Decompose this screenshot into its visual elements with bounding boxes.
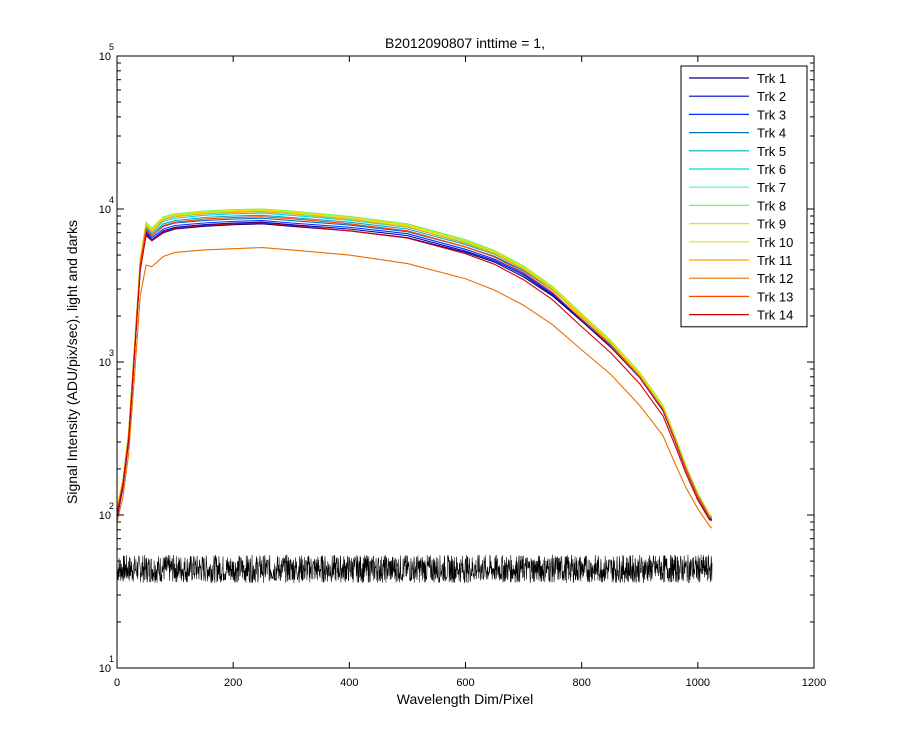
plot-clip-group xyxy=(117,208,713,584)
legend: Trk 1 Trk 2 Trk 3 Trk 4 Trk 5 Trk 6 Trk 7 Trk 8… xyxy=(680,65,808,328)
y-tick-exponent: 4 xyxy=(109,195,114,205)
legend-label: Trk 6 xyxy=(757,162,786,177)
legend-label: Trk 3 xyxy=(757,107,786,122)
y-axis-label: Signal Intensity (ADU/pix/sec), light an… xyxy=(64,220,80,504)
y-tick-label: 10 xyxy=(99,51,111,63)
legend-label: Trk 8 xyxy=(757,198,786,213)
legend-label: Trk 5 xyxy=(757,144,786,159)
legend-label: Trk 9 xyxy=(757,217,786,232)
series-line-trk-13 xyxy=(117,216,713,519)
legend-label: Trk 12 xyxy=(757,271,793,286)
legend-label: Trk 4 xyxy=(757,126,786,141)
series-line-trk-12 xyxy=(117,246,713,529)
y-tick-exponent: 5 xyxy=(109,42,114,52)
x-tick-label: 1000 xyxy=(686,677,710,689)
x-tick-label: 400 xyxy=(340,677,358,689)
y-tick-exponent: 1 xyxy=(109,654,114,664)
chart-title: B2012090807 inttime = 1, xyxy=(385,35,545,51)
x-tick-label: 0 xyxy=(114,677,120,689)
x-axis-label: Wavelength Dim/Pixel xyxy=(397,691,533,707)
legend-label: Trk 10 xyxy=(757,235,793,250)
x-tick-label: 600 xyxy=(456,677,474,689)
legend-label: Trk 14 xyxy=(757,308,793,323)
y-tick-exponent: 3 xyxy=(109,348,114,358)
legend-label: Trk 1 xyxy=(757,71,786,86)
darks-noise xyxy=(117,554,713,584)
y-tick-exponent: 2 xyxy=(109,501,114,511)
legend-box xyxy=(680,65,808,328)
y-tick-label: 10 xyxy=(99,663,111,675)
series-line-trk-14 xyxy=(117,222,712,522)
legend-label: Trk 11 xyxy=(757,253,792,268)
darks-trace xyxy=(117,554,713,584)
series-lines xyxy=(117,208,713,529)
legend-label: Trk 2 xyxy=(757,89,786,104)
x-tick-label: 1200 xyxy=(802,677,826,689)
y-tick-label: 10 xyxy=(99,204,111,216)
x-tick-label: 800 xyxy=(572,677,590,689)
legend-label: Trk 7 xyxy=(757,180,786,195)
legend-label: Trk 13 xyxy=(757,289,793,304)
x-tick-label: 200 xyxy=(224,677,242,689)
y-tick-label: 10 xyxy=(99,510,111,522)
y-tick-label: 10 xyxy=(99,357,111,369)
